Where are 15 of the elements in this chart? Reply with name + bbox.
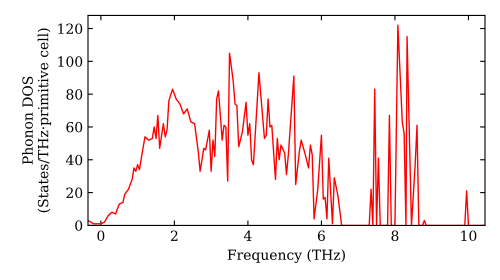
x-tick-label: 2: [170, 230, 178, 241]
y-tick-label: 40: [66, 154, 82, 166]
x-tick-label: 0: [97, 230, 104, 242]
x-tick-label: 10: [461, 230, 476, 242]
y-tick-label: 20: [66, 188, 82, 198]
y-tick-label: 60: [66, 122, 82, 132]
x-tick-label: 6: [318, 230, 325, 242]
y-tick-label: 100: [58, 56, 82, 67]
y-axis-title: Phonon DOS (States/THz·primitive cell): [22, 28, 52, 212]
x-axis-title: Frequency (THz): [228, 249, 345, 263]
y-tick-label: 120: [58, 23, 82, 34]
x-tick-label: 8: [391, 230, 398, 242]
y-tick-label: 80: [66, 89, 82, 100]
y-tick-label: 0: [75, 220, 82, 231]
x-tick-label: 4: [244, 230, 252, 241]
